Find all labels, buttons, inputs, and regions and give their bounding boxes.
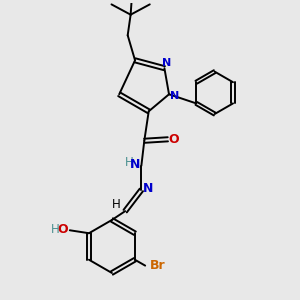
Text: N: N [142, 182, 153, 195]
Text: O: O [57, 223, 68, 236]
Text: H: H [51, 223, 59, 236]
Text: O: O [168, 133, 179, 146]
Text: H: H [112, 198, 121, 211]
Text: N: N [170, 91, 179, 101]
Text: N: N [162, 58, 171, 68]
Text: Br: Br [150, 259, 165, 272]
Text: N: N [130, 158, 141, 171]
Text: H: H [124, 156, 134, 169]
